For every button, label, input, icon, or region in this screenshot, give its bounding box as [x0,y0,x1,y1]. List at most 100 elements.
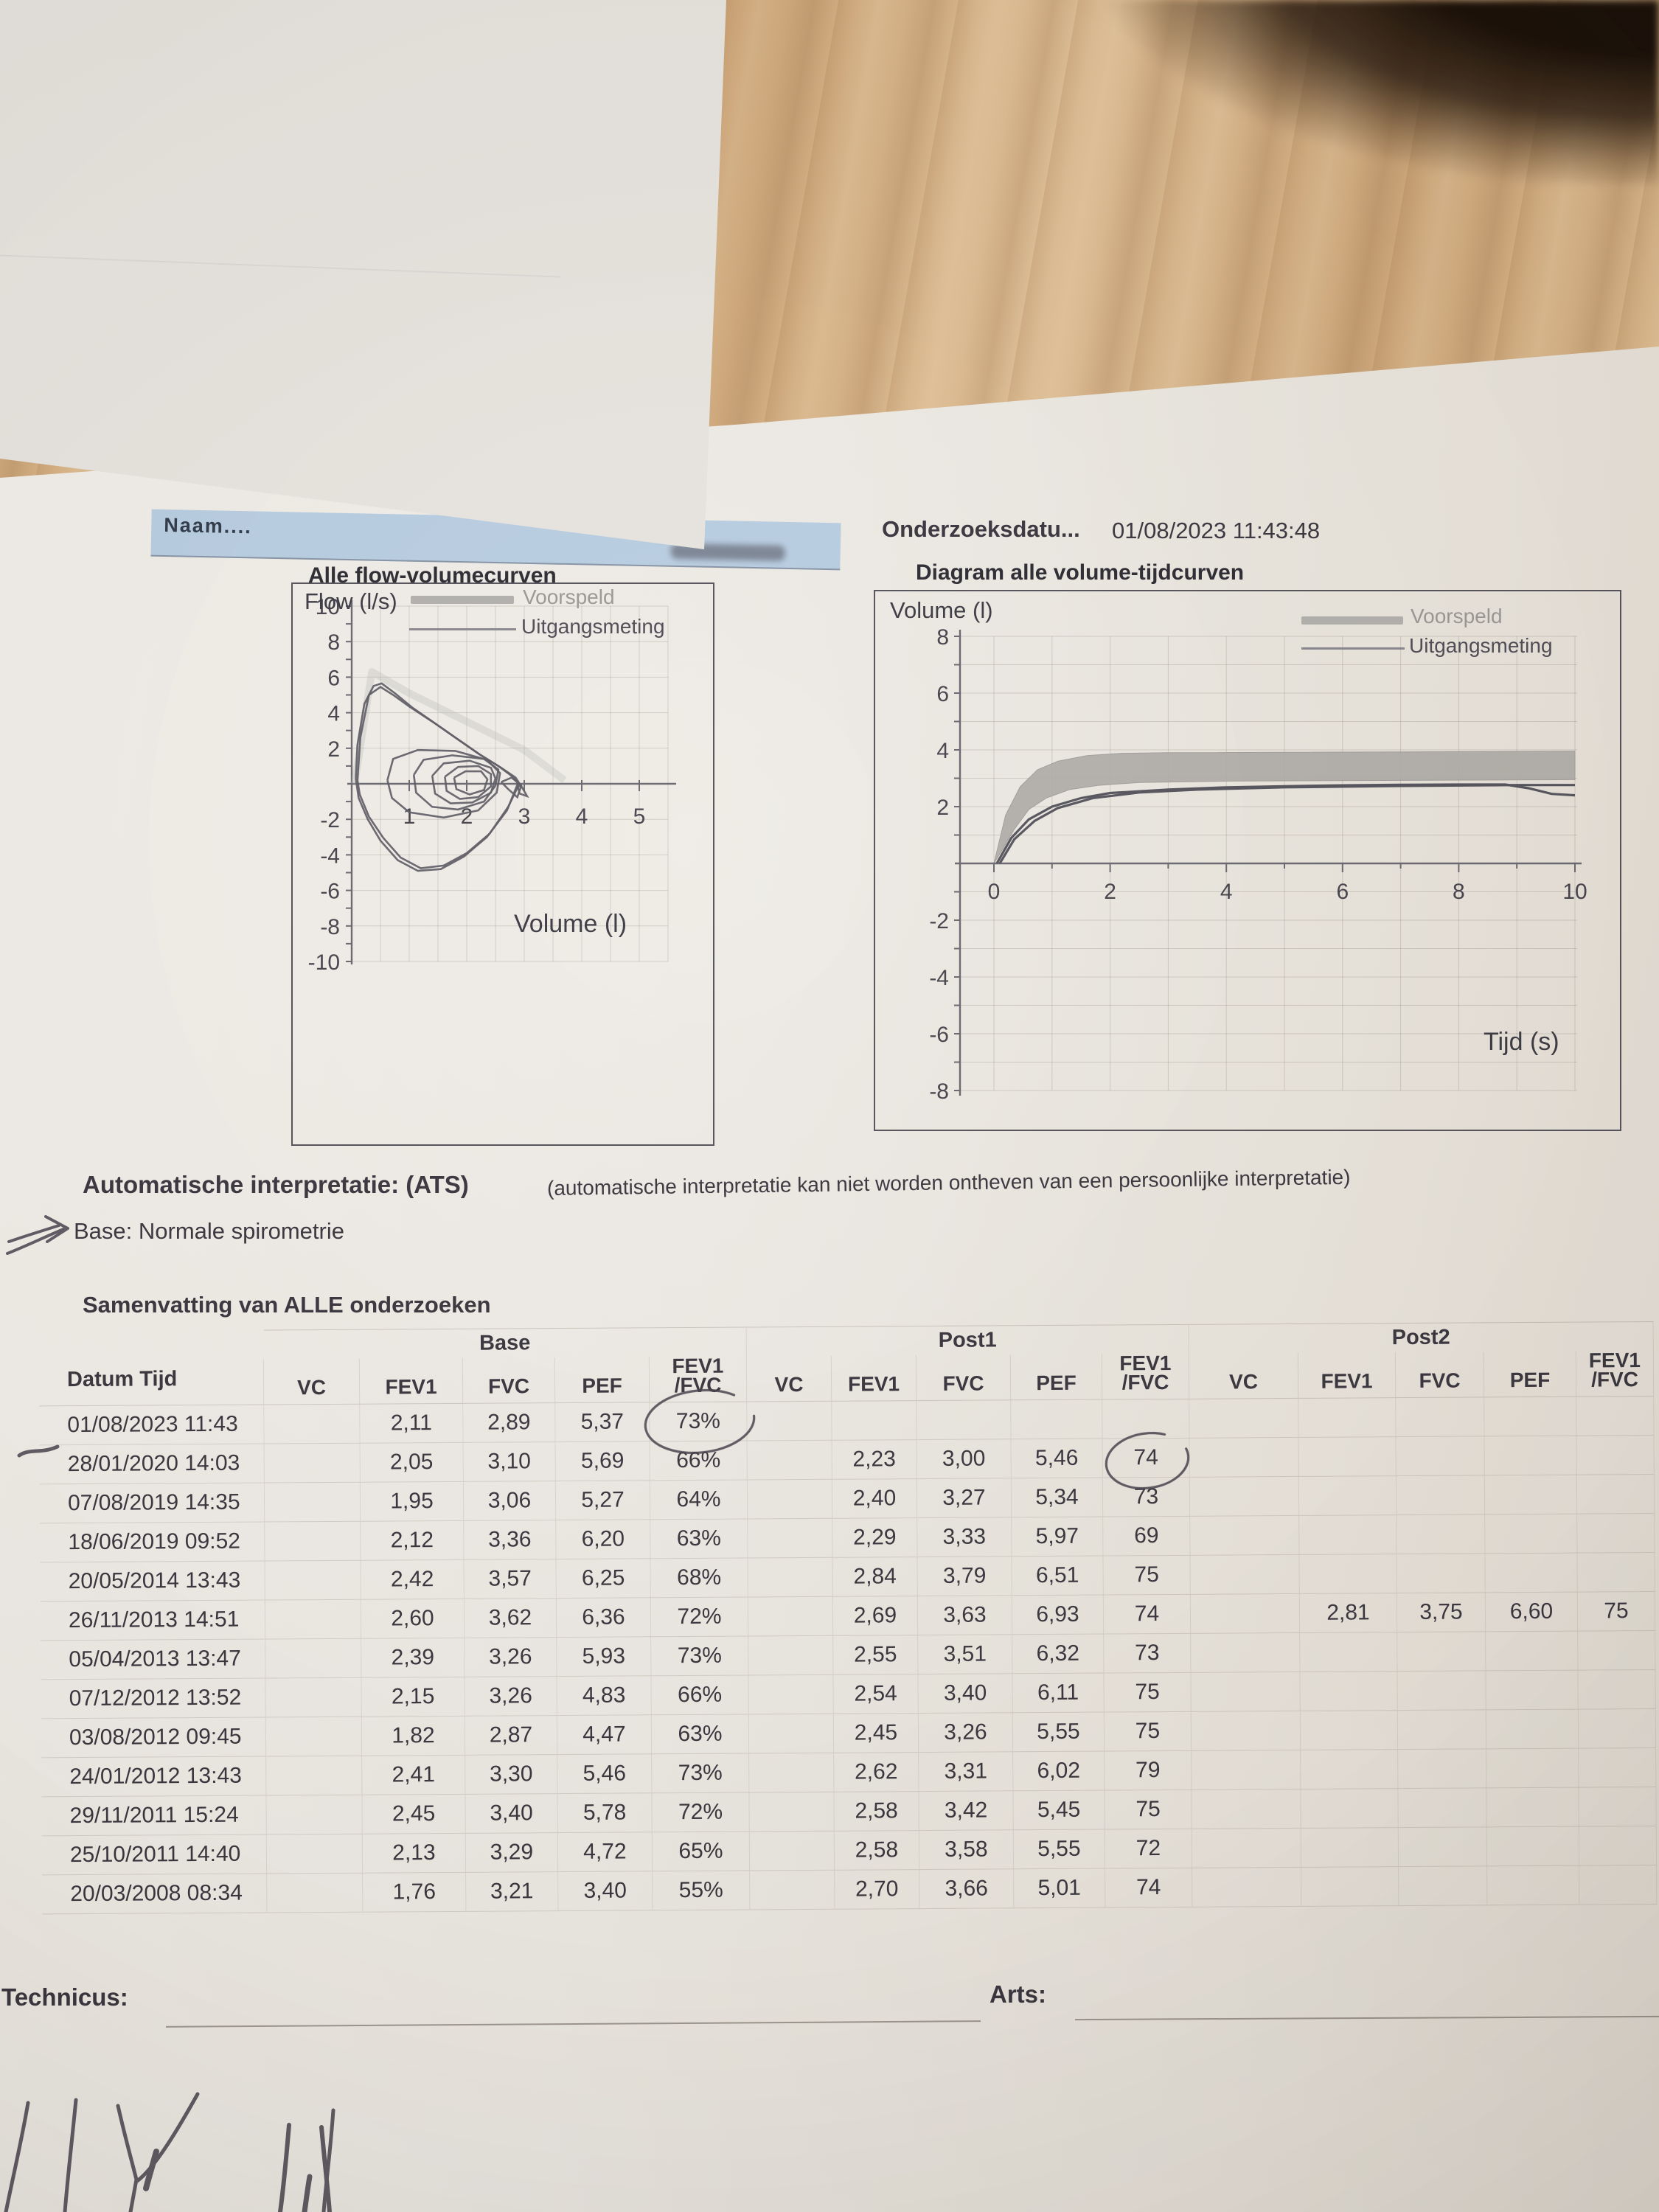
column-header-fev1: FEV1 [1298,1352,1397,1399]
fv-ytick: 6 [327,666,340,690]
cell-post1-fev1-fvc: 73 [1104,1633,1192,1674]
vt-xtick: 2 [1104,880,1116,904]
row-date: 05/04/2013 13:47 [41,1639,266,1680]
cell-base-fev1: 2,42 [361,1559,465,1600]
cell-base-pef: 6,25 [556,1559,651,1599]
cell-base-fvc: 3,26 [465,1677,557,1717]
cell-post1-vc [748,1518,833,1559]
cell-base-fev1: 1,95 [360,1481,465,1522]
cell-post1-fev1: 2,69 [832,1596,919,1636]
vt-ytick: -2 [929,909,949,933]
cell-post1-fev1-fvc: 75 [1105,1790,1192,1830]
cell-post1-fev1: 2,70 [835,1870,920,1910]
row-date: 18/06/2019 09:52 [40,1522,265,1563]
cell-post2-fev1-fvc [1576,1474,1655,1514]
column-header-fev1-fvc: FEV1/FVC [1576,1349,1655,1397]
cell-post2-vc [1192,1867,1302,1907]
cell-post2-fev1 [1301,1750,1399,1790]
cell-post1-vc [748,1674,834,1715]
cell-base-fvc: 3,40 [465,1794,558,1834]
cell-post1-vc [749,1753,835,1793]
cell-post2-fev1-fvc [1579,1747,1657,1788]
cell-base-fev1: 2,39 [361,1638,465,1678]
cell-base-fev1-fvc: 65% [652,1832,751,1872]
summary-table: Base Post1 Post2 Datum Tijd VC FEV1 FVC PEF… [38,1321,1658,1915]
arts-label: Arts: [990,1980,1047,2008]
cell-post1-fev1-fvc: 74 [1103,1594,1192,1635]
cell-post2-fev1 [1299,1515,1397,1555]
cell-base-pef: 5,93 [557,1637,652,1677]
cell-post1-pef: 6,93 [1012,1595,1105,1635]
cell-base-fev1-fvc: 66% [650,1441,748,1481]
cell-base-fev1: 1,82 [361,1716,466,1756]
cell-post2-fev1 [1300,1711,1399,1750]
cell-post1-fev1-fvc: 72 [1105,1829,1193,1869]
fv-ytick: 10 [316,595,340,619]
cell-base-fev1: 2,45 [362,1794,466,1834]
cell-post1-pef: 5,34 [1011,1478,1104,1518]
arts-signature-line [1075,2015,1659,2021]
cell-post1-fev1: 2,55 [833,1635,919,1675]
column-header-vc: VC [263,1358,361,1405]
cell-base-vc [265,1560,361,1601]
cell-post1-pef: 6,51 [1012,1556,1104,1596]
cell-base-pef: 5,78 [557,1793,653,1834]
cell-post2-pef [1486,1787,1579,1828]
cell-post2-fev1-fvc [1579,1826,1658,1866]
cell-post2-fvc [1396,1397,1485,1438]
cell-base-pef: 4,83 [557,1676,652,1717]
cell-post2-fev1-fvc [1579,1865,1658,1905]
cell-post1-pef: 5,46 [1011,1439,1103,1479]
cell-post1-pef: 5,01 [1014,1868,1106,1909]
cell-post2-vc [1192,1750,1301,1790]
cell-post2-pef [1486,1670,1579,1711]
exam-date-value: 01/08/2023 11:43:48 [1112,518,1321,543]
cell-post2-pef [1486,1709,1579,1750]
legend-uitgangsmeting-label-2: Uitgangsmeting [1409,634,1553,657]
cell-post2-fev1-fvc [1578,1708,1657,1749]
cell-post1-pef: 5,55 [1012,1712,1105,1753]
column-header-pef: PEF [554,1357,650,1404]
cell-base-fvc: 3,10 [463,1442,556,1482]
cell-post1-pef: 6,32 [1012,1634,1105,1674]
legend-uitgangsmeting-label: Uitgangsmeting [521,615,665,638]
cell-base-fev1: 2,41 [362,1755,466,1795]
cell-post2-fev1 [1298,1398,1397,1438]
cell-post2-pef [1484,1475,1578,1515]
cell-post1-fev1-fvc: 75 [1104,1711,1192,1752]
cell-post2-vc [1189,1437,1299,1478]
legend-uitgangsmeting-swatch [409,628,516,630]
cell-post1-fev1-fvc: 74 [1102,1438,1190,1478]
cell-post2-fev1: 2,81 [1299,1593,1398,1633]
cell-post1-fev1: 2,45 [833,1714,919,1753]
row-date: 20/03/2008 08:34 [42,1874,268,1915]
vt-ytick: -4 [929,966,949,990]
cell-base-fvc: 3,06 [463,1481,557,1521]
cell-post2-vc [1190,1593,1301,1634]
column-header-fvc: FVC [462,1357,556,1404]
vt-xtick: 8 [1453,880,1465,904]
time-axis-label: Tijd (s) [1484,1028,1559,1056]
column-header-fev1: FEV1 [359,1357,464,1405]
column-header-fvc: FVC [1395,1352,1485,1399]
legend-voorspeld-swatch-2 [1301,616,1403,625]
cell-post2-fev1-fvc [1577,1552,1655,1593]
technicus-signature-line [166,2020,981,2028]
cell-post1-fev1-fvc: 73 [1102,1477,1191,1517]
fv-xtick: 2 [461,804,473,829]
cell-post2-vc [1192,1789,1301,1829]
column-header-fvc: FVC [916,1354,1012,1402]
cell-base-pef: 5,69 [555,1441,650,1482]
cell-base-fev1: 2,12 [361,1520,465,1561]
cell-base-fev1-fvc: 72% [652,1792,750,1833]
cell-post1-pef: 6,11 [1012,1673,1105,1714]
cell-post2-fev1-fvc: 75 [1577,1591,1656,1632]
flow-axis-label: Flow (l/s) [305,588,397,614]
cell-base-fev1-fvc: 73% [652,1753,750,1794]
cell-post2-fvc [1397,1710,1487,1750]
cell-base-fvc: 3,29 [465,1833,559,1873]
cell-post1-vc [748,1596,834,1637]
cell-base-vc [265,1599,362,1640]
